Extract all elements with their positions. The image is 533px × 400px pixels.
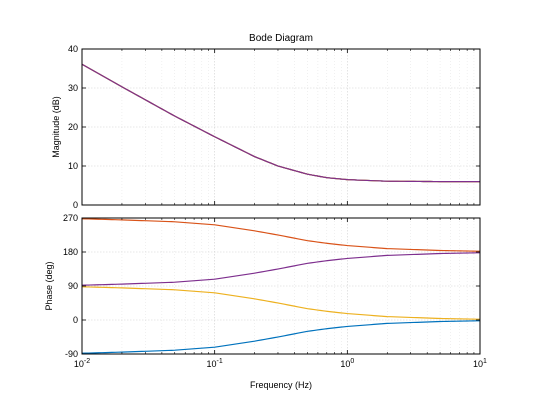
x-axis-label: Frequency (Hz) bbox=[250, 380, 312, 390]
magnitude-y-tick-label: 30 bbox=[68, 83, 78, 93]
x-tick-label: 101 bbox=[473, 358, 487, 369]
magnitude-y-tick-label: 40 bbox=[68, 44, 78, 54]
phase-series-3-line bbox=[81, 286, 481, 320]
magnitude-x-tick-marks bbox=[81, 49, 481, 205]
phase-y-tick-label: 90 bbox=[68, 281, 78, 291]
x-tick-label: 100 bbox=[340, 358, 354, 369]
phase-axes: -90 0 90 180 270 Phase (deg) bbox=[44, 213, 481, 359]
x-tick-labels: 10-2 10-1 100 101 bbox=[74, 358, 487, 369]
x-tick-label: 10-2 bbox=[74, 358, 90, 369]
magnitude-y-label: Magnitude (dB) bbox=[51, 96, 61, 158]
phase-series-2-line bbox=[81, 218, 481, 252]
x-tick-label: 10-1 bbox=[207, 358, 223, 369]
phase-y-tick-label: 270 bbox=[63, 213, 78, 223]
phase-y-tick-label: 0 bbox=[73, 315, 78, 325]
phase-y-label: Phase (deg) bbox=[44, 261, 54, 310]
phase-series-1-line bbox=[81, 320, 481, 354]
magnitude-y-tick-label: 0 bbox=[73, 200, 78, 210]
phase-y-tick-label: 180 bbox=[63, 247, 78, 257]
magnitude-axes: 0 10 20 30 40 Magnitude (dB) bbox=[51, 44, 481, 210]
phase-y-tick-label: -90 bbox=[65, 349, 78, 359]
magnitude-y-tick-label: 10 bbox=[68, 161, 78, 171]
magnitude-y-ticks: 0 10 20 30 40 bbox=[68, 44, 480, 210]
magnitude-series-4-line bbox=[81, 63, 480, 183]
phase-y-ticks: -90 0 90 180 270 bbox=[63, 213, 480, 359]
phase-x-tick-marks bbox=[81, 218, 481, 354]
magnitude-curves bbox=[81, 63, 480, 183]
magnitude-y-tick-label: 20 bbox=[68, 122, 78, 132]
phase-curves bbox=[81, 218, 481, 354]
chart-title: Bode Diagram bbox=[249, 33, 313, 44]
phase-series-4-line bbox=[81, 252, 481, 286]
